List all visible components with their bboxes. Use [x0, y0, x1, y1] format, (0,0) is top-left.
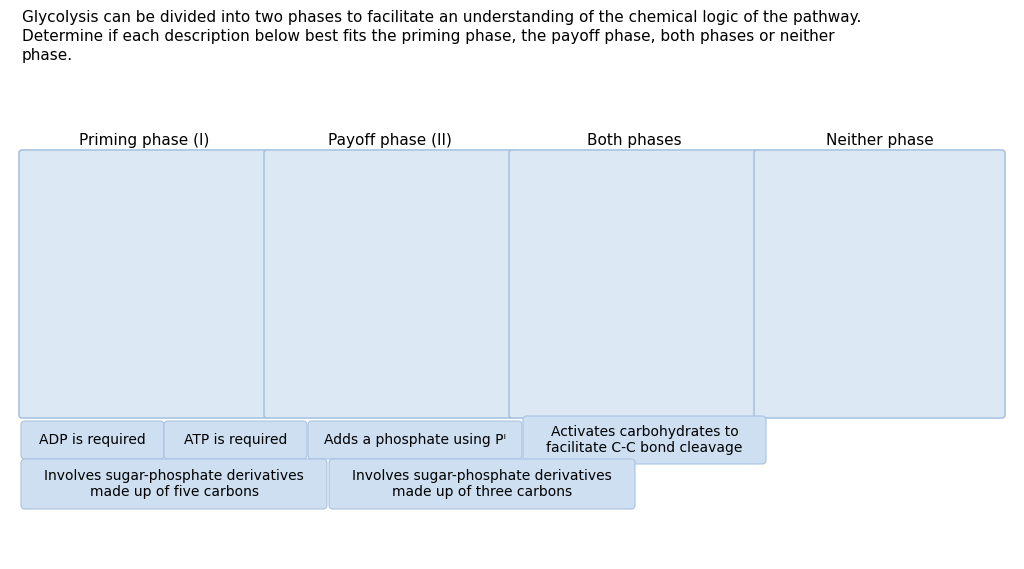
FancyBboxPatch shape: [523, 416, 766, 464]
Text: ATP is required: ATP is required: [184, 433, 287, 447]
FancyBboxPatch shape: [164, 421, 307, 459]
FancyBboxPatch shape: [264, 150, 515, 418]
Text: Priming phase (I): Priming phase (I): [79, 133, 210, 148]
FancyBboxPatch shape: [329, 459, 635, 509]
FancyBboxPatch shape: [22, 421, 164, 459]
FancyBboxPatch shape: [19, 150, 270, 418]
Text: Involves sugar-phosphate derivatives
made up of three carbons: Involves sugar-phosphate derivatives mad…: [352, 469, 612, 499]
Text: Activates carbohydrates to
facilitate C-C bond cleavage: Activates carbohydrates to facilitate C-…: [547, 425, 742, 455]
FancyBboxPatch shape: [22, 459, 327, 509]
Text: Payoff phase (II): Payoff phase (II): [328, 133, 452, 148]
Text: ADP is required: ADP is required: [39, 433, 145, 447]
Text: Involves sugar-phosphate derivatives
made up of five carbons: Involves sugar-phosphate derivatives mad…: [44, 469, 304, 499]
Text: Adds a phosphate using Pᴵ: Adds a phosphate using Pᴵ: [324, 433, 506, 447]
FancyBboxPatch shape: [509, 150, 760, 418]
Text: Neither phase: Neither phase: [825, 133, 933, 148]
Text: Both phases: Both phases: [587, 133, 682, 148]
FancyBboxPatch shape: [308, 421, 522, 459]
FancyBboxPatch shape: [754, 150, 1005, 418]
Text: Glycolysis can be divided into two phases to facilitate an understanding of the : Glycolysis can be divided into two phase…: [22, 10, 861, 63]
